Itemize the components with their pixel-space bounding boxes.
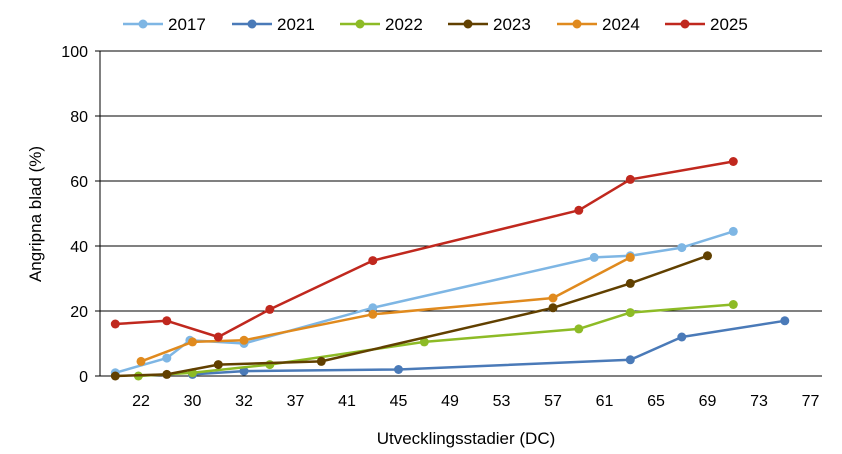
legend-label: 2023 xyxy=(493,15,531,34)
data-point xyxy=(589,252,599,262)
data-point xyxy=(419,337,429,347)
data-point xyxy=(780,316,790,326)
series-2025 xyxy=(110,157,738,342)
series-2023 xyxy=(110,251,712,381)
data-point xyxy=(625,355,635,365)
x-tick-label: 49 xyxy=(441,393,459,410)
data-point xyxy=(368,303,378,313)
x-tick-label: 22 xyxy=(132,393,150,410)
x-tick-label: 69 xyxy=(699,393,717,410)
data-point xyxy=(239,366,249,376)
x-tick-labels: 22 30 32 37 41 45 49 53 57 61 65 69 73 77 xyxy=(132,393,819,410)
legend-swatch-marker xyxy=(355,19,365,29)
data-point xyxy=(162,353,172,363)
data-point xyxy=(574,324,584,334)
x-tick-label: 65 xyxy=(647,393,665,410)
x-axis-title: Utvecklingsstadier (DC) xyxy=(377,429,556,448)
y-tick-label: 100 xyxy=(61,44,88,61)
x-tick-label: 30 xyxy=(184,393,202,410)
legend-swatch-marker xyxy=(463,19,473,29)
legend-swatch-marker xyxy=(138,19,148,29)
data-point xyxy=(728,226,738,236)
data-point xyxy=(316,356,326,366)
data-point xyxy=(677,332,687,342)
legend-item-2024: 2024 xyxy=(557,15,640,34)
legend-item-2017: 2017 xyxy=(123,15,206,34)
data-point xyxy=(213,360,223,370)
series-2024 xyxy=(136,252,635,366)
y-tick-label: 60 xyxy=(70,174,88,191)
legend-label: 2022 xyxy=(385,15,423,34)
data-point xyxy=(703,251,712,261)
axes xyxy=(95,50,822,377)
data-point xyxy=(110,319,120,329)
data-point xyxy=(625,308,635,318)
data-point xyxy=(162,316,172,326)
x-tick-label: 73 xyxy=(750,393,768,410)
data-point xyxy=(188,337,197,347)
data-point xyxy=(548,303,558,313)
data-point xyxy=(265,304,275,314)
data-point xyxy=(368,256,378,266)
legend-swatch-marker xyxy=(572,19,582,29)
series-lines xyxy=(110,157,790,381)
y-tick-label: 0 xyxy=(79,369,88,386)
data-point xyxy=(548,293,558,303)
x-tick-label: 32 xyxy=(235,393,253,410)
x-tick-label: 37 xyxy=(287,393,305,410)
legend-swatch-marker xyxy=(247,19,257,29)
series-line xyxy=(114,230,734,375)
series-line xyxy=(115,160,734,339)
legend-item-2022: 2022 xyxy=(340,15,423,34)
data-point xyxy=(162,369,172,379)
x-tick-label: 61 xyxy=(596,393,614,410)
y-axis-title: Angripna blad (%) xyxy=(26,146,45,282)
data-point xyxy=(213,332,223,342)
data-point xyxy=(677,243,687,253)
data-point xyxy=(110,371,120,381)
data-point xyxy=(265,360,275,370)
series-2021 xyxy=(188,316,790,379)
y-tick-labels: 0 20 40 60 80 100 xyxy=(61,44,88,386)
x-tick-label: 45 xyxy=(390,393,408,410)
data-point xyxy=(368,309,378,319)
data-point xyxy=(394,365,403,374)
gridlines xyxy=(100,50,822,312)
x-tick-label: 57 xyxy=(544,393,562,410)
data-point xyxy=(239,335,249,345)
legend-item-2021: 2021 xyxy=(232,15,315,34)
legend: 2017 2021 2022 2023 2024 2025 xyxy=(123,15,748,34)
data-point xyxy=(136,356,146,366)
legend-item-2025: 2025 xyxy=(665,15,748,34)
data-point xyxy=(728,157,738,166)
x-tick-label: 77 xyxy=(802,393,820,410)
y-tick-label: 80 xyxy=(70,109,88,126)
x-tick-label: 53 xyxy=(493,393,511,410)
data-point xyxy=(625,174,635,184)
data-point xyxy=(574,205,584,215)
legend-label: 2017 xyxy=(168,15,206,34)
y-tick-label: 20 xyxy=(70,304,88,321)
series-line xyxy=(140,256,631,363)
data-point xyxy=(625,252,635,262)
legend-swatch-marker xyxy=(680,19,690,29)
y-tick-label: 40 xyxy=(70,239,88,256)
legend-label: 2024 xyxy=(602,15,640,34)
x-tick-label: 41 xyxy=(338,393,356,410)
legend-item-2023: 2023 xyxy=(448,15,531,34)
series-line xyxy=(192,319,785,376)
legend-label: 2021 xyxy=(277,15,315,34)
data-point xyxy=(728,300,738,309)
data-point xyxy=(625,278,635,288)
legend-label: 2025 xyxy=(710,15,748,34)
